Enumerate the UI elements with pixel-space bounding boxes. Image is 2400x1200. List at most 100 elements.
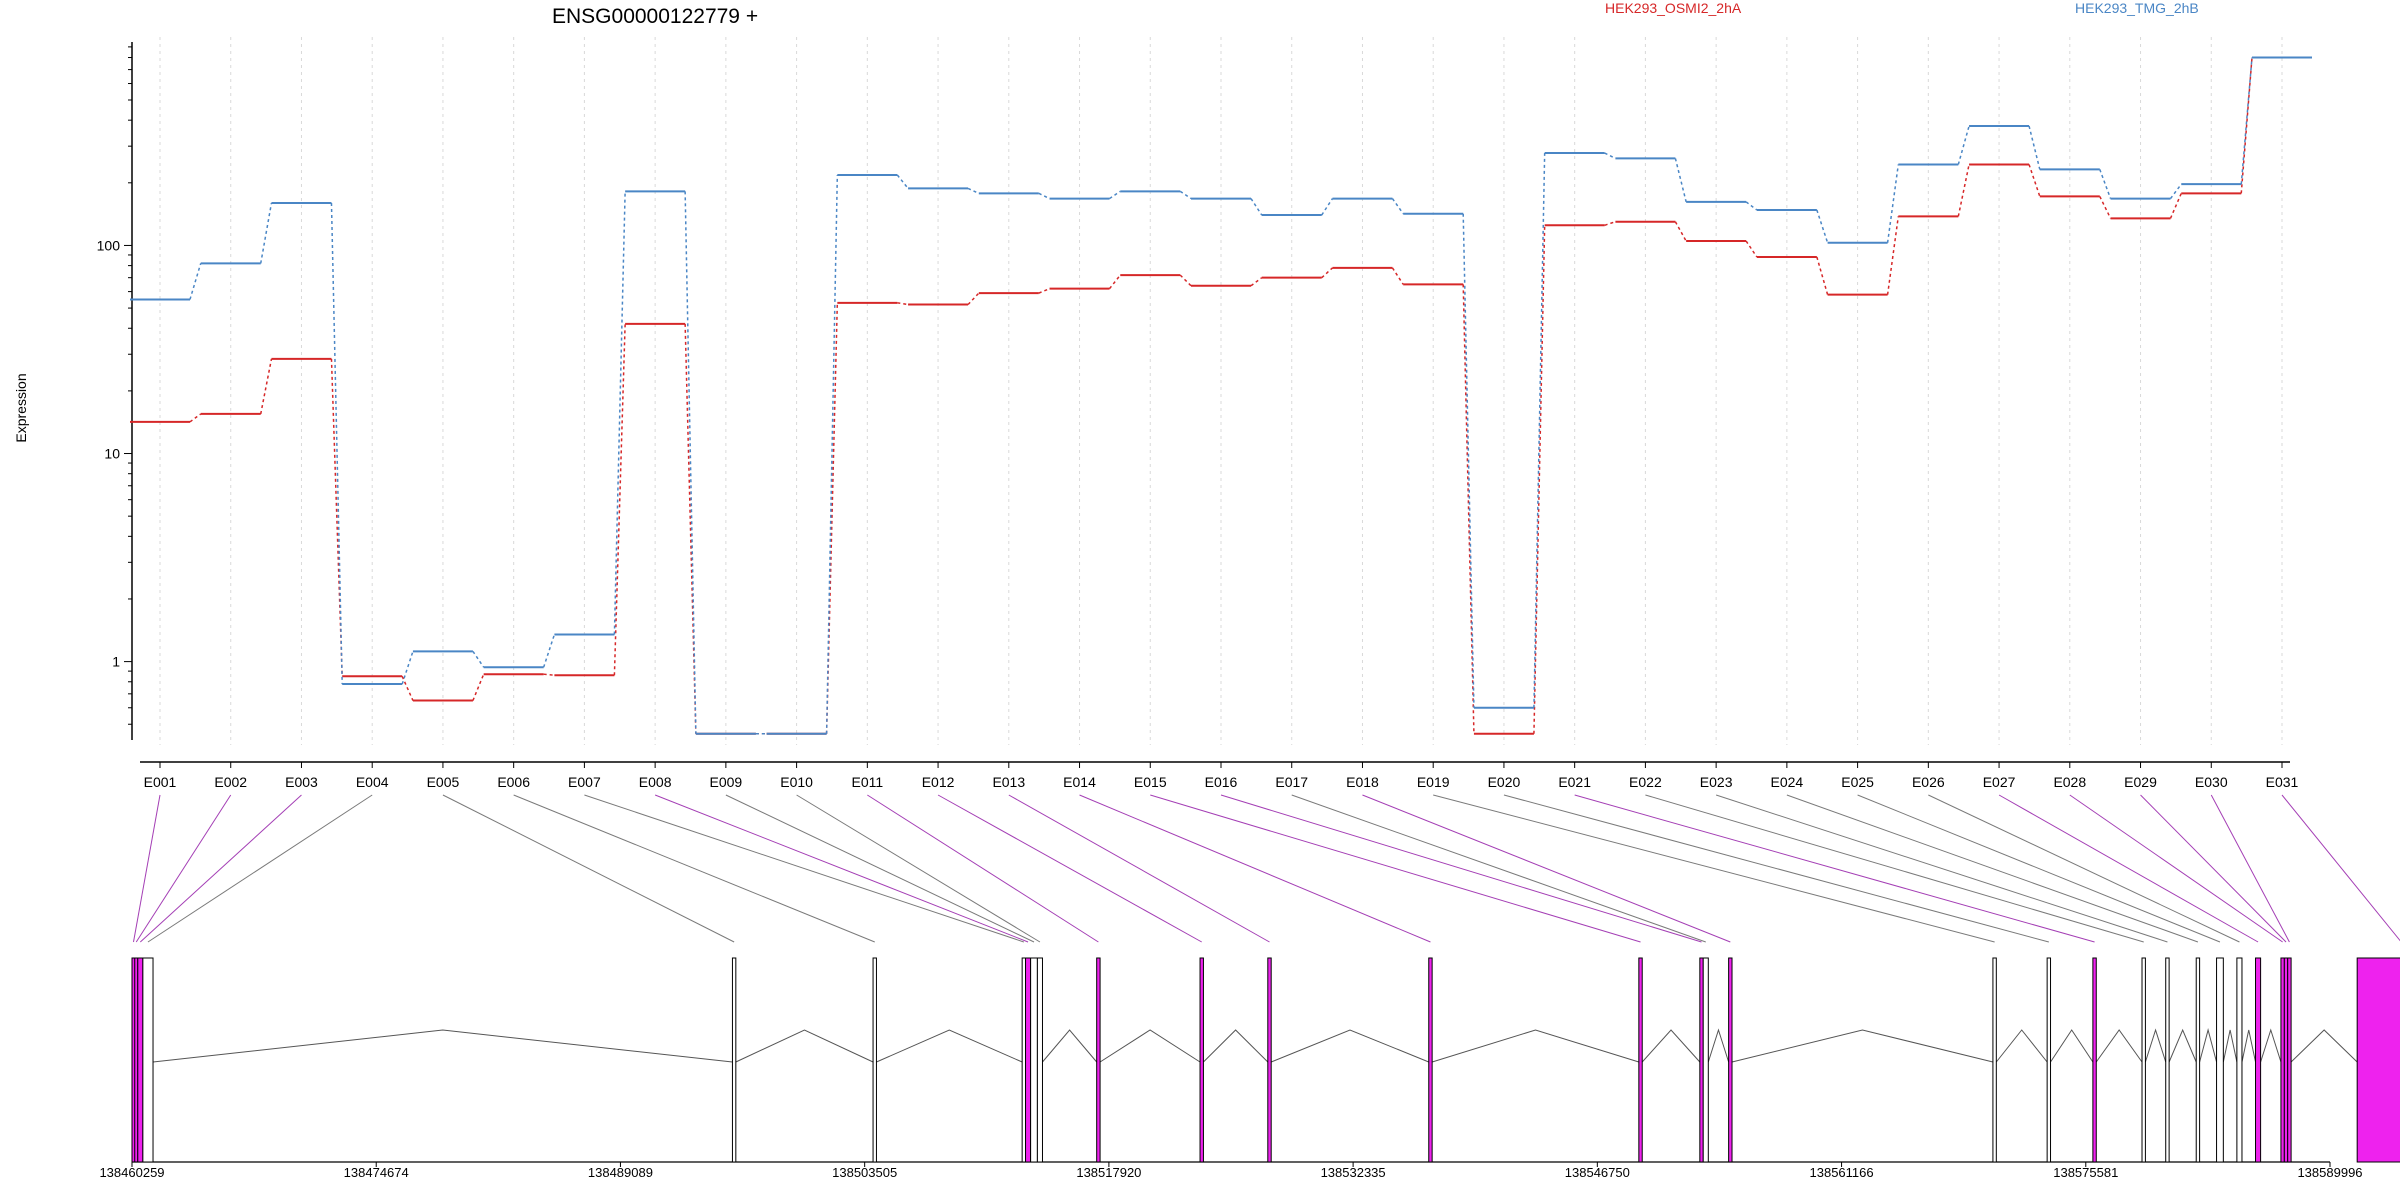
series-0-connector-E011: [897, 302, 909, 306]
series-1-connector-E018: [1391, 198, 1404, 215]
series-1-connector-E007: [613, 191, 626, 635]
series-HEK293_OSMI2_2hA: [130, 56, 2312, 735]
exon-box-E022: [2141, 957, 2146, 1163]
exon-box-E023: [2165, 957, 2170, 1163]
exon-leader-E030: [2210, 794, 2290, 943]
y-tick-label-10: 10: [104, 446, 120, 462]
genomic-coordinate-138589996: 138589996: [2297, 1165, 2362, 1180]
series-1-connector-E010: [825, 175, 839, 734]
series-1-connector-E005: [472, 650, 485, 668]
series-0-connector-E024: [1816, 256, 1829, 295]
intron-connector-23: [2168, 1028, 2197, 1063]
exon-label-E025: E025: [1841, 774, 1874, 790]
exon-box-E008: [1025, 957, 1032, 1163]
plot-area: 1 10 100 E001 E002 E003 E004 E005 E006 E007 E008 E0…: [97, 37, 2312, 790]
exon-label-E026: E026: [1912, 774, 1945, 790]
series-0-connector-E001: [189, 413, 202, 423]
intron-connector-24: [2199, 1028, 2218, 1063]
exon-box-E029: [2283, 957, 2289, 1163]
exon-leader-E017: [1291, 794, 1706, 943]
exon-box-E016: [1699, 957, 1704, 1163]
genomic-coordinate-138546750: 138546750: [1565, 1165, 1630, 1180]
exon-leader-E009: [725, 794, 1035, 943]
exon-leader-E006: [513, 794, 875, 943]
exon-label-E002: E002: [214, 774, 247, 790]
exon-leader-E015: [1150, 794, 1641, 943]
exon-label-E009: E009: [710, 774, 743, 790]
exon-leader-E010: [796, 794, 1041, 943]
exon-label-E015: E015: [1134, 774, 1167, 790]
exon-box-E019: [1992, 957, 1997, 1163]
genomic-coordinate-138517920: 138517920: [1076, 1165, 1141, 1180]
series-0-connector-E003: [330, 358, 343, 677]
intron-connector-6: [876, 1029, 1023, 1063]
exon-leader-E022: [1645, 794, 2144, 943]
exon-box-E018: [1728, 957, 1733, 1163]
exon-leader-E020: [1503, 794, 2049, 943]
genomic-coordinate-138474674: 138474674: [344, 1165, 409, 1180]
exon-label-E006: E006: [497, 774, 530, 790]
series-1-connector-E008: [684, 191, 697, 734]
exon-leader-E001: [133, 794, 161, 943]
series-0-connector-E014: [1108, 274, 1121, 290]
intron-connector-22: [2144, 1028, 2167, 1063]
series-1-connector-E025: [1886, 164, 1900, 243]
series-0-connector-E005: [472, 673, 485, 701]
series-1-connector-E028: [2099, 169, 2112, 199]
intron-connector-12: [1203, 1029, 1269, 1063]
series-1-connector-E013: [1038, 192, 1050, 200]
series-1-connector-E012: [967, 187, 980, 195]
series-0-connector-E025: [1886, 216, 1900, 295]
exon-leader-E024: [1786, 794, 2199, 943]
exon-box-E011: [1096, 957, 1101, 1163]
exon-box-E009: [1030, 957, 1038, 1163]
exon-label-E031: E031: [2266, 774, 2299, 790]
exon-label-E004: E004: [356, 774, 389, 790]
exon-label-E021: E021: [1558, 774, 1591, 790]
exon-leader-E023: [1715, 794, 2168, 943]
exon-box-E004: [142, 957, 154, 1163]
series-1-connector-E011: [896, 174, 909, 189]
series-0-connector-E022: [1674, 221, 1687, 242]
exon-leader-E019: [1433, 794, 1995, 943]
intron-connector-20: [2050, 1029, 2094, 1063]
exon-box-E007: [1021, 957, 1027, 1163]
intron-connector-15: [1641, 1029, 1701, 1063]
legend-entry-osmi2: HEK293_OSMI2_2hA: [1605, 0, 1742, 16]
exon-box-E020: [2046, 957, 2052, 1163]
exon-leader-E026: [1928, 794, 2240, 943]
series-1-connector-E016: [1250, 198, 1263, 216]
series-1-connector-E015: [1179, 190, 1192, 200]
exon-box-E025: [2216, 957, 2224, 1163]
genomic-coordinate-138489089: 138489089: [588, 1165, 653, 1180]
intron-connector-19: [1995, 1029, 2048, 1063]
exon-label-E024: E024: [1771, 774, 1804, 790]
gene-model: 138460259 138474674 138489089 138503505 1385…: [99, 794, 2400, 1180]
legend-entry-tmg: HEK293_TMG_2hB: [2075, 0, 2199, 16]
intron-connector-18: [1731, 1029, 1994, 1063]
intron-connector-5: [735, 1029, 874, 1063]
series-HEK293_TMG_2hB: [130, 56, 2312, 735]
series-0-connector-E021: [1604, 221, 1616, 226]
exon-label-E028: E028: [2053, 774, 2086, 790]
chart-title: ENSG00000122779 +: [552, 5, 758, 28]
exon-box-E021: [2092, 957, 2097, 1163]
series-0-connector-E015: [1179, 274, 1192, 287]
intron-connector-26: [2241, 1029, 2257, 1063]
series-1-connector-E003: [330, 202, 343, 685]
genomic-coordinate-138532335: 138532335: [1321, 1165, 1386, 1180]
series-1-connector-E019: [1462, 213, 1475, 708]
intron-connector-17: [1707, 1028, 1730, 1063]
exon-box-E012: [1199, 957, 1204, 1163]
genomic-coordinate-138460259: 138460259: [99, 1165, 164, 1180]
series-0-connector-E029: [2169, 193, 2182, 219]
exon-leader-E002: [135, 794, 232, 943]
series-0-connector-E006: [543, 673, 555, 676]
intron-connector-27: [2260, 1028, 2282, 1063]
series-1-connector-E020: [1533, 153, 1546, 708]
intron-connector-13: [1271, 1029, 1429, 1063]
exon-leader-E005: [442, 794, 735, 943]
series-0-connector-E012: [967, 292, 980, 306]
series-1-connector-E001: [189, 263, 202, 300]
